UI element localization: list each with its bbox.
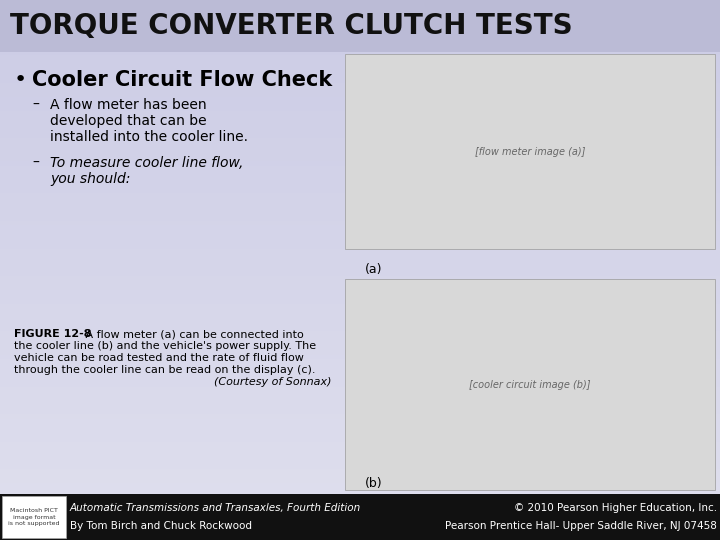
Text: the cooler line (b) and the vehicle's power supply. The: the cooler line (b) and the vehicle's po…	[14, 341, 316, 351]
Text: –: –	[32, 98, 39, 112]
Text: installed into the cooler line.: installed into the cooler line.	[50, 130, 248, 144]
FancyBboxPatch shape	[2, 496, 66, 538]
Text: By Tom Birch and Chuck Rockwood: By Tom Birch and Chuck Rockwood	[70, 521, 252, 531]
Text: Macintosh PICT
image format
is not supported: Macintosh PICT image format is not suppo…	[8, 508, 60, 526]
Bar	[345, 279, 715, 490]
Text: you should:: you should:	[50, 172, 130, 186]
Text: TORQUE CONVERTER CLUTCH TESTS: TORQUE CONVERTER CLUTCH TESTS	[10, 12, 572, 40]
Text: (a): (a)	[365, 263, 382, 276]
Text: vehicle can be road tested and the rate of fluid flow: vehicle can be road tested and the rate …	[14, 353, 304, 363]
Text: •: •	[14, 70, 27, 90]
Text: (b): (b)	[365, 477, 382, 490]
Text: To measure cooler line flow,: To measure cooler line flow,	[50, 156, 243, 170]
Text: Pearson Prentice Hall- Upper Saddle River, NJ 07458: Pearson Prentice Hall- Upper Saddle Rive…	[445, 521, 717, 531]
Text: Cooler Circuit Flow Check: Cooler Circuit Flow Check	[32, 70, 332, 90]
Text: –: –	[32, 156, 39, 170]
Text: [flow meter image (a)]: [flow meter image (a)]	[474, 146, 585, 157]
Text: A flow meter (a) can be connected into: A flow meter (a) can be connected into	[82, 329, 304, 339]
Text: © 2010 Pearson Higher Education, Inc.: © 2010 Pearson Higher Education, Inc.	[514, 503, 717, 513]
Text: Automatic Transmissions and Transaxles, Fourth Edition: Automatic Transmissions and Transaxles, …	[70, 503, 361, 513]
Text: developed that can be: developed that can be	[50, 114, 207, 128]
Text: A flow meter has been: A flow meter has been	[50, 98, 207, 112]
Text: [cooler circuit image (b)]: [cooler circuit image (b)]	[469, 380, 590, 389]
Text: (Courtesy of Sonnax): (Courtesy of Sonnax)	[214, 377, 331, 387]
Bar	[345, 54, 715, 249]
Bar	[0, 0, 720, 52]
Text: through the cooler line can be read on the display (c).: through the cooler line can be read on t…	[14, 365, 315, 375]
Text: FIGURE 12-8: FIGURE 12-8	[14, 329, 91, 339]
